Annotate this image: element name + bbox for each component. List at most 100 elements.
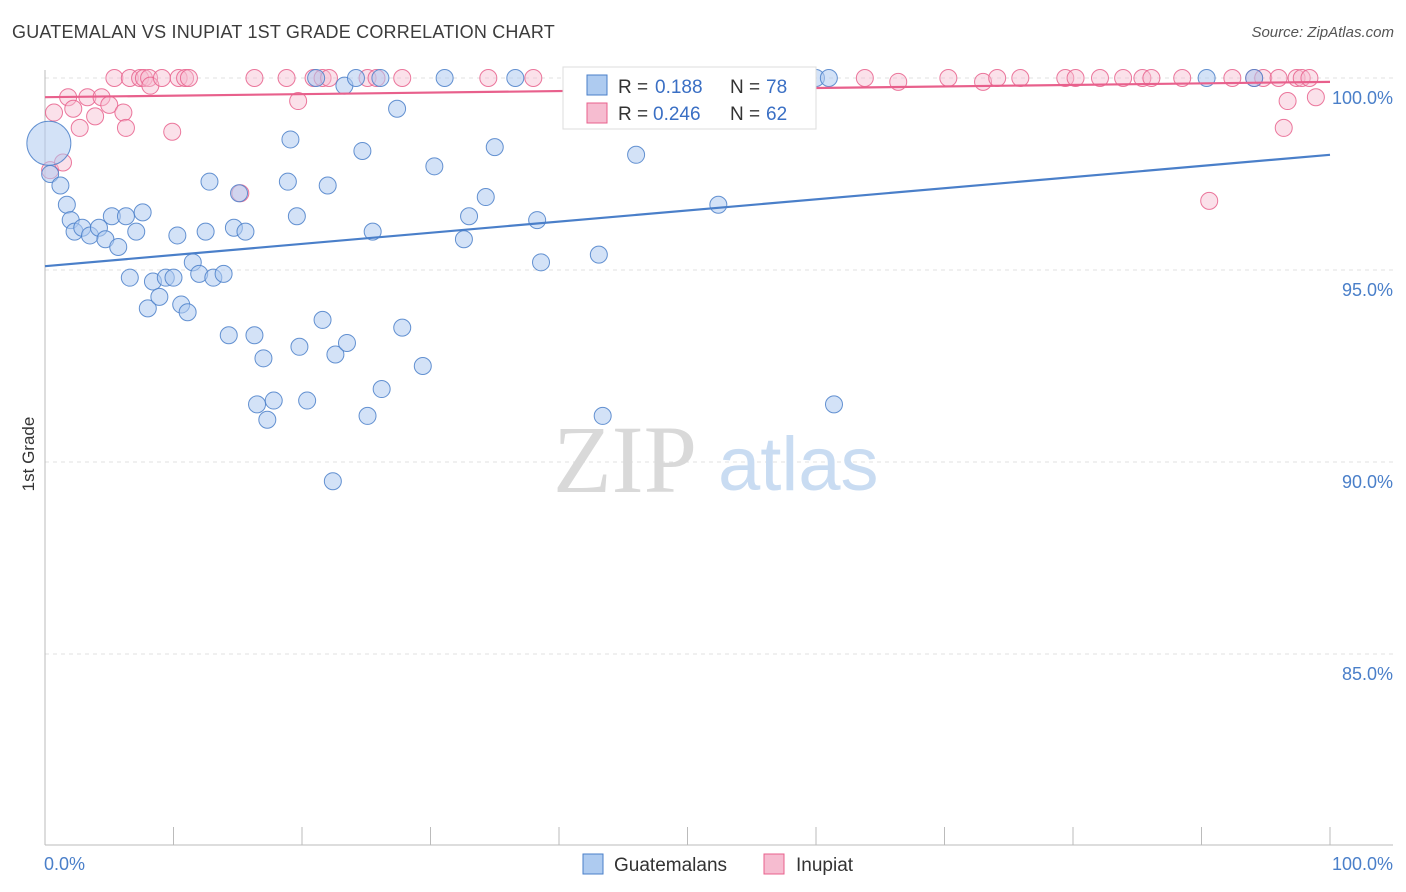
point-guatemalans: [290, 337, 309, 356]
point-inupiat: [1011, 69, 1030, 87]
point-guatemalans: [819, 69, 838, 87]
point-inupiat: [163, 122, 182, 141]
point-inupiat: [1066, 69, 1085, 87]
point-guatemalans: [196, 222, 215, 241]
point-inupiat: [176, 69, 195, 87]
point-guatemalans: [346, 69, 365, 87]
point-guatemalans: [593, 406, 612, 425]
point-guatemalans: [528, 211, 547, 230]
point-guatemalans: [287, 207, 306, 226]
point-guatemalans: [133, 203, 152, 222]
point-inupiat: [152, 69, 171, 87]
source-label: Source: ZipAtlas.com: [1251, 24, 1394, 41]
point-inupiat: [245, 69, 264, 87]
point-guatemalans: [313, 310, 332, 329]
stats-legend: R = 0.188 N = 78 R = 0.246 N = 62: [562, 66, 817, 130]
point-inupiat: [479, 69, 498, 87]
point-guatemalans: [363, 222, 382, 241]
point-inupiat: [64, 99, 83, 118]
watermark-zip: ZIP: [553, 406, 697, 513]
point-inupiat: [105, 69, 124, 87]
point-inupiat: [86, 107, 105, 126]
point-inupiat: [140, 69, 159, 87]
y-tick-label: 85.0%: [1342, 664, 1393, 684]
point-guatemalans: [532, 253, 551, 272]
y-tick-label: 95.0%: [1342, 280, 1393, 300]
point-guatemalans: [709, 195, 728, 214]
legend-label-guatemalans: Guatemalans: [614, 855, 727, 876]
point-guatemalans: [51, 176, 70, 195]
legend-swatch-guatemalans: [582, 853, 604, 875]
stats-r-value-pink: 0.246: [653, 104, 701, 125]
x-tick-labels: 0.0% 100.0%: [44, 854, 1393, 874]
point-inupiat: [1306, 88, 1325, 107]
point-inupiat: [1200, 191, 1219, 210]
point-guatemalans: [150, 287, 169, 306]
point-guatemalans: [388, 99, 407, 118]
point-inupiat: [114, 103, 133, 122]
point-guatemalans: [372, 380, 391, 399]
point-inupiat: [988, 69, 1007, 87]
point-inupiat: [1300, 69, 1319, 87]
point-inupiat: [1114, 69, 1133, 87]
point-guatemalans: [230, 184, 249, 203]
point-guatemalans: [627, 145, 646, 164]
point-guatemalans: [26, 120, 72, 166]
stats-legend-swatch-blue: [586, 74, 608, 96]
point-guatemalans: [326, 345, 345, 364]
stats-n-value-pink: 62: [766, 104, 787, 125]
point-guatemalans: [454, 230, 473, 249]
y-tick-label: 90.0%: [1342, 472, 1393, 492]
x-tick-label-max: 100.0%: [1332, 854, 1393, 874]
point-inupiat: [116, 118, 135, 137]
stats-n-label-pink: N =: [730, 104, 760, 125]
point-guatemalans: [168, 226, 187, 245]
point-guatemalans: [506, 69, 525, 87]
point-inupiat: [855, 69, 874, 87]
point-guatemalans: [245, 326, 264, 345]
point-guatemalans: [178, 303, 197, 322]
point-guatemalans: [1245, 69, 1264, 87]
stats-r-label-pink: R =: [618, 104, 648, 125]
point-inupiat: [393, 69, 412, 87]
point-guatemalans: [425, 157, 444, 176]
point-guatemalans: [298, 391, 317, 410]
point-guatemalans: [393, 318, 412, 337]
point-inupiat: [70, 118, 89, 137]
point-guatemalans: [323, 472, 342, 491]
point-inupiat: [1274, 118, 1293, 137]
point-guatemalans: [435, 69, 454, 87]
y-tick-label: 100.0%: [1332, 88, 1393, 108]
point-inupiat: [1142, 69, 1161, 87]
point-guatemalans: [476, 188, 495, 207]
point-guatemalans: [219, 326, 238, 345]
point-guatemalans: [278, 172, 297, 191]
series-legend: Guatemalans Inupiat: [582, 853, 854, 876]
watermark-atlas: atlas: [718, 422, 879, 507]
legend-label-inupiat: Inupiat: [796, 855, 854, 876]
point-inupiat: [277, 69, 296, 87]
y-tick-labels: 100.0% 95.0% 90.0% 85.0%: [1332, 88, 1393, 684]
stats-legend-swatch-pink: [586, 102, 608, 124]
point-inupiat: [1278, 92, 1297, 111]
point-guatemalans: [127, 222, 146, 241]
point-guatemalans: [337, 333, 356, 352]
point-guatemalans: [236, 222, 255, 241]
point-guatemalans: [57, 195, 76, 214]
point-guatemalans: [138, 299, 157, 318]
grid-lines: [45, 77, 1393, 655]
point-guatemalans: [485, 138, 504, 157]
point-guatemalans: [307, 69, 326, 87]
point-guatemalans: [41, 165, 60, 183]
point-guatemalans: [214, 264, 233, 283]
point-guatemalans: [200, 172, 219, 191]
stats-n-label-blue: N =: [730, 77, 760, 98]
trend-line-guatemalans: [44, 153, 1331, 268]
point-inupiat: [289, 92, 308, 111]
point-guatemalans: [824, 395, 843, 414]
point-inupiat: [1090, 69, 1109, 87]
point-guatemalans: [254, 349, 273, 368]
watermark: ZIP atlas: [553, 406, 879, 513]
point-inupiat: [120, 69, 139, 87]
